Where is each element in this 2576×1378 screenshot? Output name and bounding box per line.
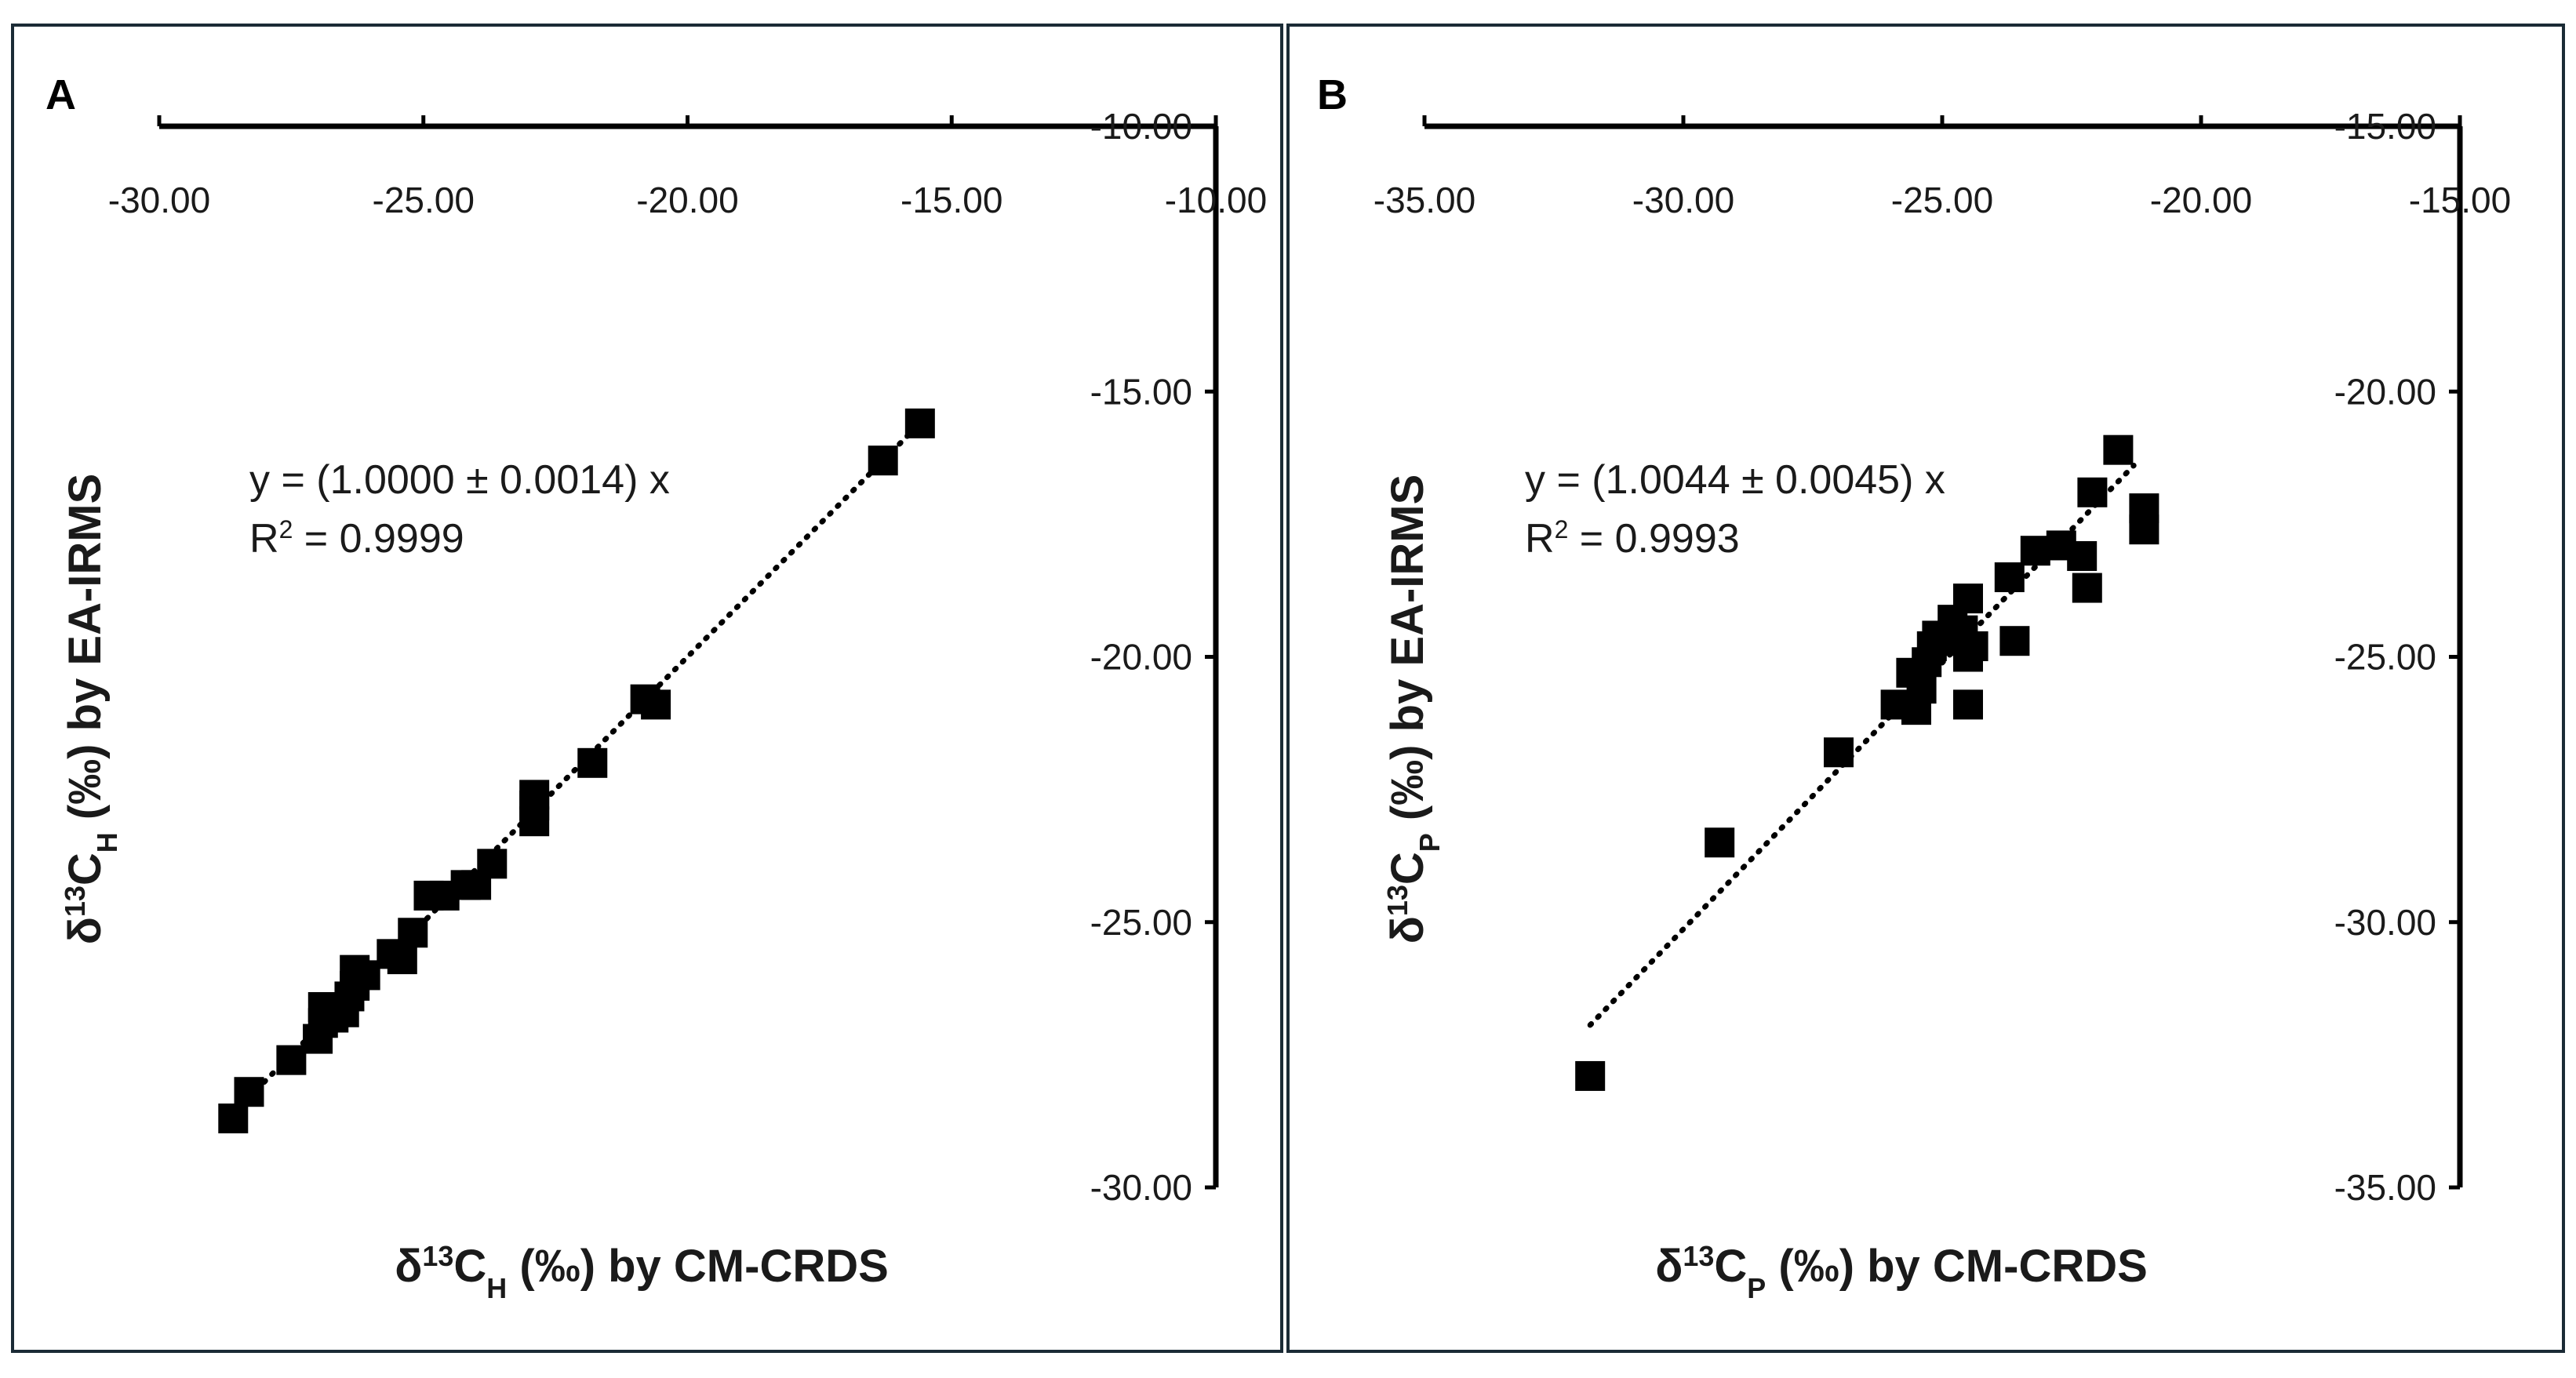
data-point-b (1999, 626, 2030, 656)
data-point-b (2067, 540, 2098, 571)
data-point-a (218, 1103, 249, 1134)
r-squared-label-a: R2 = 0.9999 (249, 515, 464, 562)
data-point-b (2129, 514, 2159, 545)
r2-main-b: R (1525, 516, 1555, 562)
data-point-a (398, 918, 428, 948)
y-axis-title-a: δ13CH (‰) by EA-IRMS (59, 474, 123, 945)
data-point-a (904, 408, 935, 438)
data-point-a (519, 780, 550, 810)
data-point-a (641, 689, 671, 720)
chart-panel-b: -35.00 -30.00 -25.00 -20.00 -15.00 -35.00 -30.… (1286, 24, 2565, 1353)
data-point-b (1705, 827, 1735, 858)
y-tick-label-b: -25.00 (2334, 637, 2436, 678)
x-axis-title-b-main: C (1714, 1241, 1747, 1292)
data-point-a (350, 960, 380, 991)
y-axis-title-a-sup: 13 (59, 885, 91, 917)
data-point-b (2103, 434, 2134, 465)
y-axis-title-a-delta: δ (60, 917, 111, 944)
data-point-b (1994, 562, 2025, 593)
regression-equation-a: y = (1.0000 ± 0.0014) x (249, 457, 670, 503)
data-point-b (2077, 477, 2108, 507)
y-axis-title-b: δ13CP (‰) by EA-IRMS (1381, 474, 1446, 944)
r2-sup-b: 2 (1555, 515, 1569, 544)
r2-rest-b: = 0.9993 (1568, 516, 1739, 562)
x-tick-label-a: -15.00 (901, 180, 1002, 220)
x-tick-label-b: -20.00 (2150, 180, 2252, 220)
x-tick-label-b: -35.00 (1374, 180, 1475, 220)
x-tick-label-a: -10.00 (1165, 180, 1267, 220)
y-axis-title-b-main: C (1382, 852, 1433, 885)
y-tick-label-a: -15.00 (1090, 371, 1192, 412)
y-tick-label-a: -10.00 (1090, 106, 1192, 147)
x-axis-title-b-sup: 13 (1683, 1240, 1714, 1272)
data-point-a (234, 1077, 264, 1107)
y-tick-label-b: -35.00 (2334, 1167, 2436, 1208)
x-axis-title-a: δ13CH (‰) by CM-CRDS (395, 1240, 889, 1304)
y-tick-label-a: -20.00 (1090, 637, 1192, 678)
y-axis-title-b-rest: (‰) by EA-IRMS (1382, 474, 1433, 834)
y-axis-title-b-sub: P (1414, 833, 1446, 852)
data-point-a (276, 1045, 307, 1075)
y-axis-title-b-sup: 13 (1381, 885, 1414, 916)
x-axis-title-a-delta: δ (395, 1241, 422, 1292)
data-point-b (2072, 573, 2102, 603)
y-tick-label-b: -15.00 (2334, 106, 2436, 147)
data-point-b (2020, 536, 2050, 566)
y-tick-label-b: -20.00 (2334, 371, 2436, 412)
data-point-b (1824, 737, 1854, 768)
scatter-chart-b: -35.00 -30.00 -25.00 -20.00 -15.00 -35.00 -30.… (1317, 71, 2511, 1304)
data-point-a (868, 445, 898, 476)
data-point-a (577, 747, 608, 778)
x-tick-label-b: -30.00 (1632, 180, 1734, 220)
chart-panel-a: -30.00 -25.00 -20.00 -15.00 -10.00 -30.00 -25.… (11, 24, 1283, 1353)
x-tick-label-a: -25.00 (373, 180, 475, 220)
x-axis-title-a-main: C (453, 1241, 486, 1292)
y-tick-label-b: -30.00 (2334, 902, 2436, 943)
x-axis-title-a-rest: (‰) by CM-CRDS (507, 1241, 889, 1292)
y-axis-title-a-rest: (‰) by EA-IRMS (60, 474, 111, 833)
scatter-chart-a: -30.00 -25.00 -20.00 -15.00 -10.00 -30.00 -25.… (45, 71, 1267, 1304)
r2-sup-a: 2 (279, 515, 293, 544)
x-axis-title-b: δ13CP (‰) by CM-CRDS (1655, 1240, 2148, 1304)
x-axis-title-b-sub: P (1747, 1272, 1766, 1304)
y-axis-title-b-delta: δ (1382, 916, 1433, 944)
x-tick-label-a: -30.00 (108, 180, 210, 220)
y-tick-label-a: -25.00 (1090, 902, 1192, 943)
y-tick-label-a: -30.00 (1090, 1167, 1192, 1208)
data-point-b (1575, 1060, 1606, 1091)
data-point-a (477, 849, 508, 879)
x-tick-label-b: -25.00 (1891, 180, 1993, 220)
y-axis-title-a-main: C (60, 853, 111, 885)
r2-main-a: R (249, 516, 279, 562)
panel-letter-b: B (1317, 71, 1348, 118)
data-point-b (1906, 674, 1937, 704)
x-tick-label-b: -15.00 (2409, 180, 2511, 220)
x-axis-title-a-sup: 13 (422, 1240, 453, 1272)
r2-rest-a: = 0.9999 (293, 516, 464, 562)
x-axis-title-a-sub: H (486, 1272, 507, 1304)
panel-letter-a: A (45, 71, 76, 118)
x-axis-title-b-delta: δ (1655, 1241, 1683, 1292)
x-axis-title-b-rest: (‰) by CM-CRDS (1766, 1241, 2148, 1292)
data-point-b (1953, 584, 1983, 614)
regression-equation-b: y = (1.0044 ± 0.0045) x (1525, 457, 1945, 503)
data-point-b (1958, 631, 1988, 661)
x-tick-label-a: -20.00 (636, 180, 738, 220)
data-point-a (387, 944, 417, 975)
data-point-b (1953, 689, 1983, 720)
y-axis-title-a-sub: H (91, 832, 123, 853)
r-squared-label-b: R2 = 0.9993 (1525, 515, 1740, 562)
